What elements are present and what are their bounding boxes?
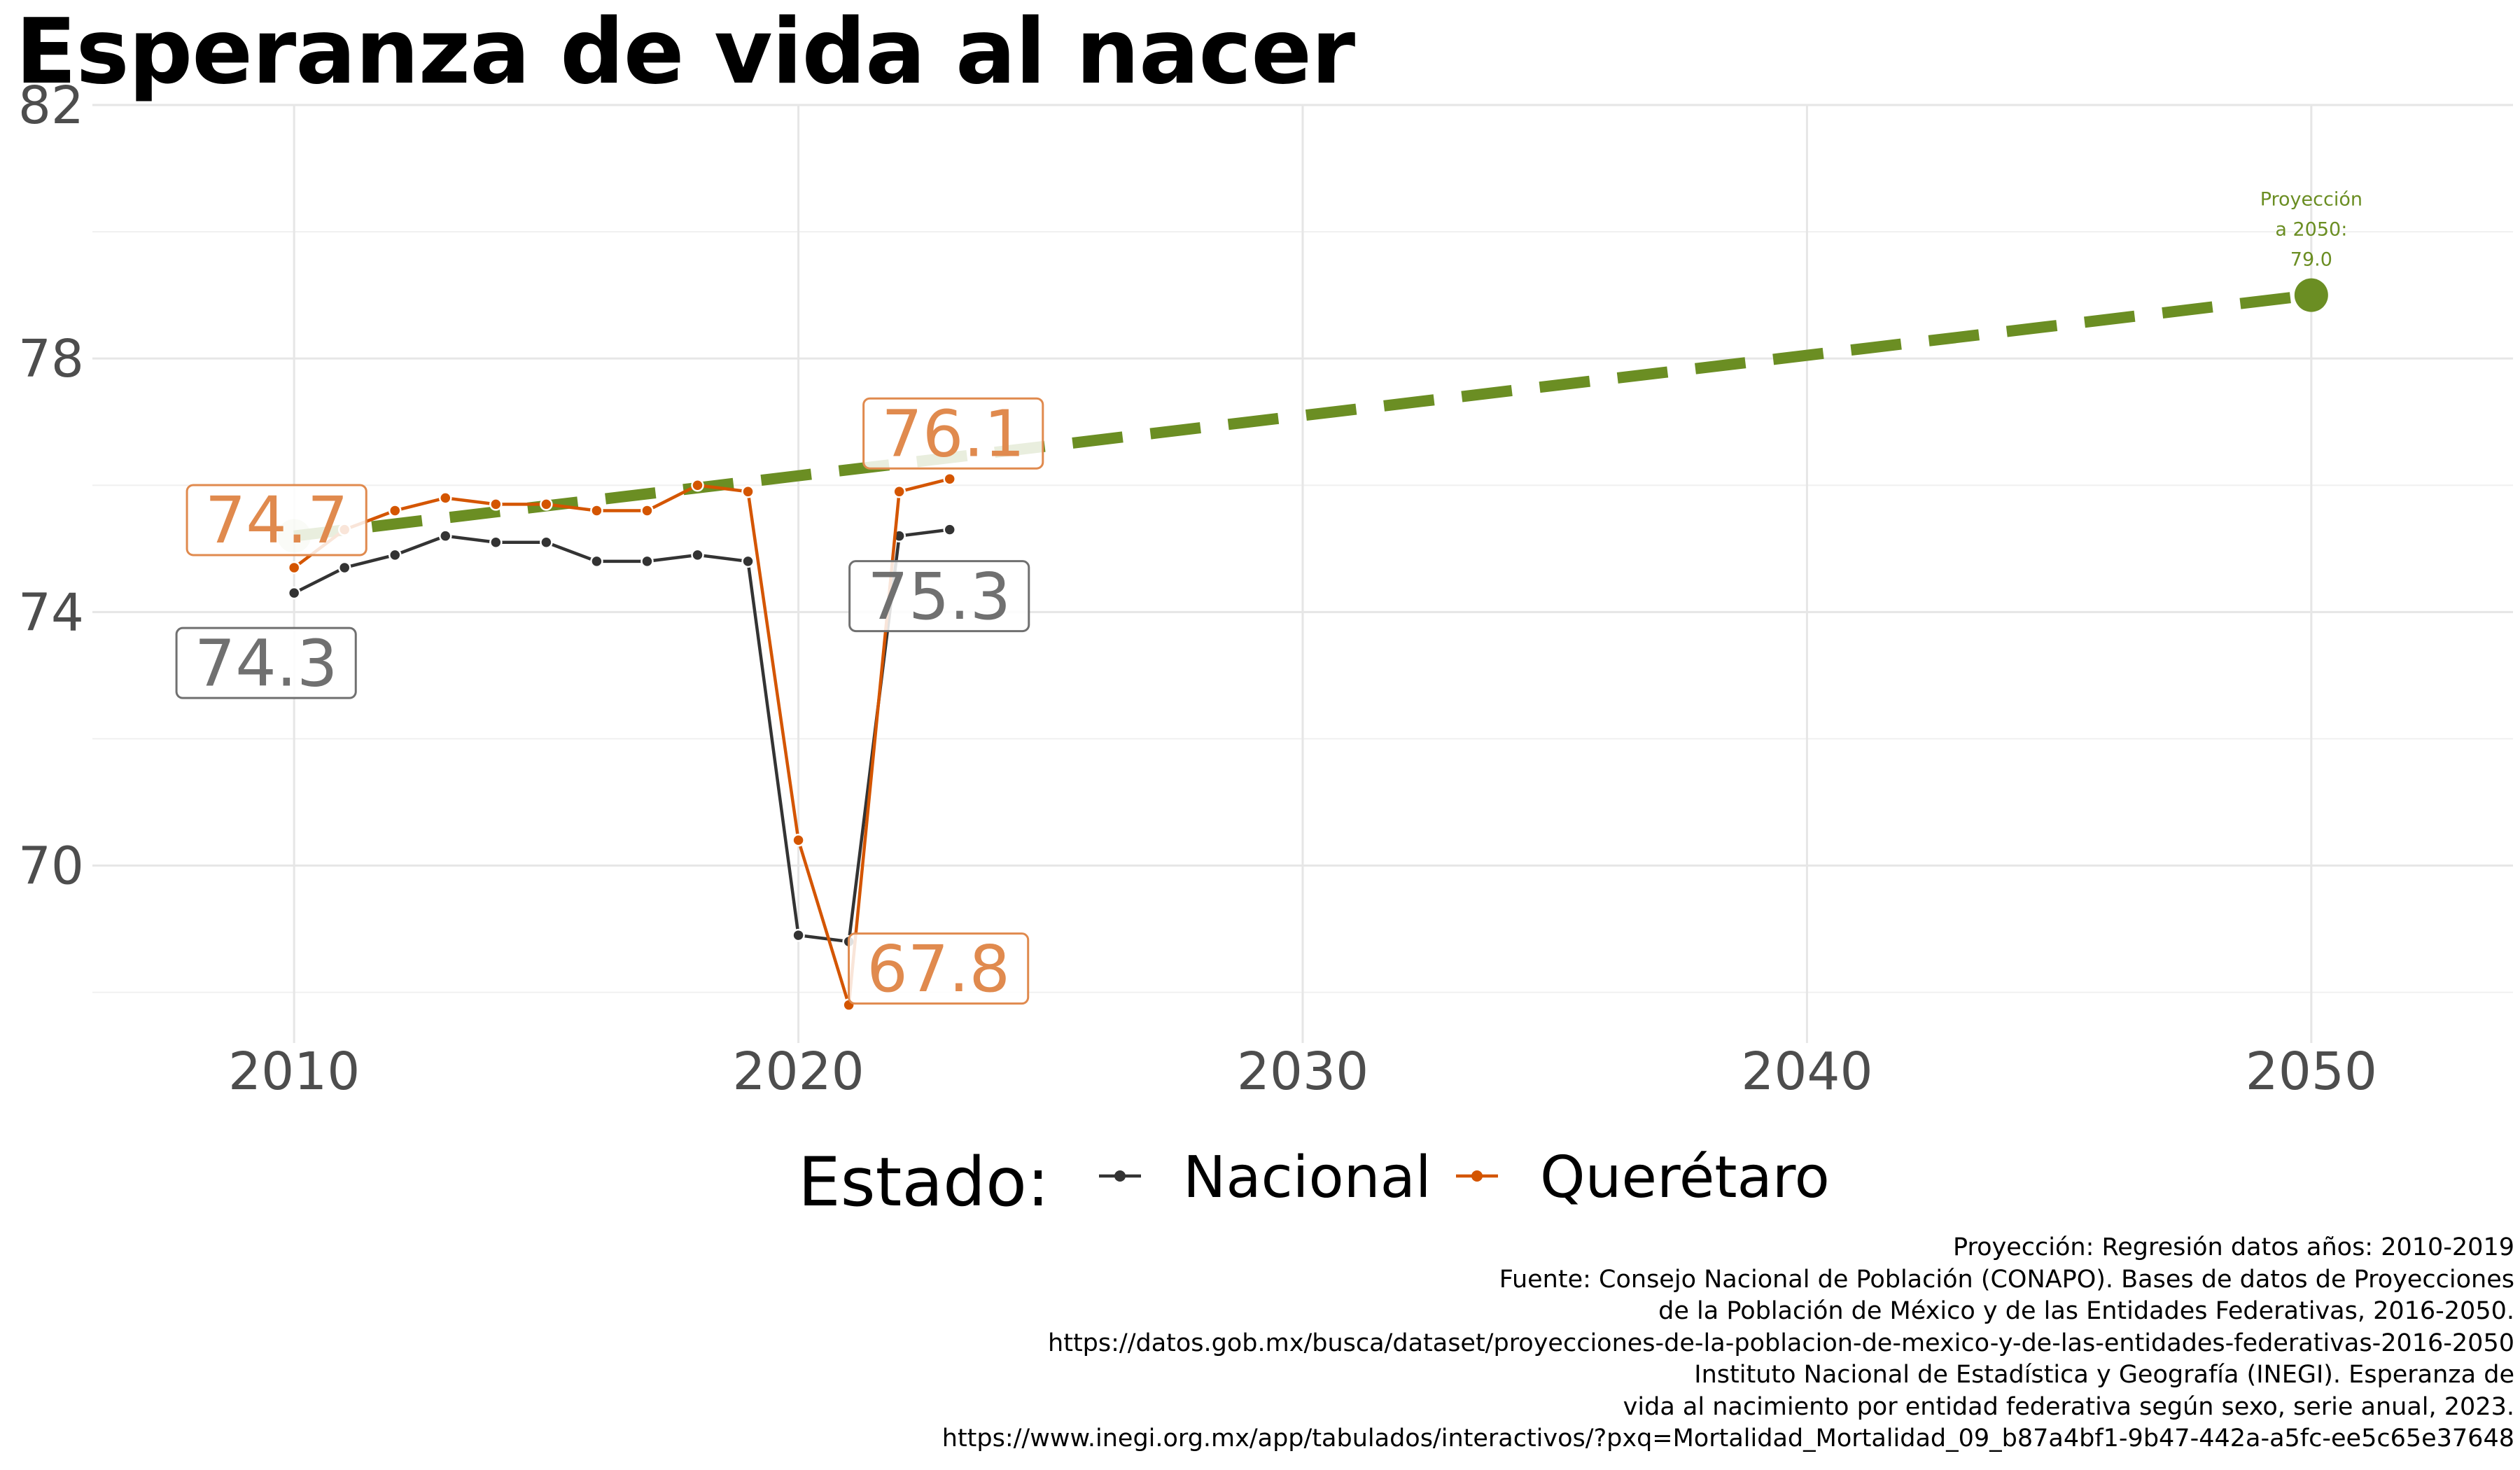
legend-title: Estado: [798, 1143, 1049, 1222]
data-point [792, 834, 805, 847]
data-labels: 74.3 75.3 74.7 67.8 76.1 [175, 396, 1044, 1007]
legend-entry: Nacional [1183, 1144, 1432, 1211]
chart-title: Esperanza de vida al nacer [15, 0, 1355, 104]
legend-entry: Querétaro [1540, 1144, 1830, 1211]
axis-tick-labels: 2010 2020 2030 2040 2050 70 74 78 82 [18, 76, 2377, 1102]
data-point [640, 554, 654, 568]
series-lines [287, 472, 956, 1011]
projection-line-group: Proyección a 2050: 79.0 [277, 189, 2362, 553]
caption-line: Instituto Nacional de Estadística y Geog… [1694, 1361, 2514, 1389]
data-point [439, 491, 452, 505]
data-point [590, 504, 603, 517]
data-point [691, 548, 704, 562]
value-label: 74.3 [195, 626, 338, 701]
data-point [287, 586, 301, 600]
data-point [489, 498, 503, 511]
x-tick-label: 2020 [732, 1042, 864, 1102]
value-label-box [186, 484, 368, 556]
data-point [540, 498, 553, 511]
x-tick-label: 2010 [228, 1042, 360, 1102]
data-point [489, 536, 503, 549]
legend: Estado: Nacional Querétaro [798, 1143, 1830, 1222]
value-label-box [175, 626, 357, 699]
data-point [439, 529, 452, 542]
series-line [293, 477, 951, 1006]
caption: Proyección: Regresión datos años: 2010-2… [942, 1232, 2514, 1455]
caption-line: vida al nacimiento por entidad federativ… [1623, 1392, 2514, 1421]
data-point [741, 485, 755, 498]
data-point [943, 472, 956, 486]
data-point [943, 523, 956, 536]
y-tick-label: 82 [18, 76, 84, 136]
data-point [691, 478, 704, 492]
value-label-box [862, 397, 1044, 470]
value-label: 74.7 [205, 483, 349, 558]
data-point [741, 554, 755, 568]
x-tick-label: 2030 [1237, 1042, 1368, 1102]
value-label-box [848, 560, 1030, 633]
data-point [590, 554, 603, 568]
caption-line: https://datos.gob.mx/busca/dataset/proye… [1048, 1329, 2514, 1357]
projection-annotation: Proyección [2260, 189, 2362, 211]
projection-end-marker [2294, 278, 2328, 312]
caption-line: de la Población de México y de las Entid… [1658, 1297, 2514, 1325]
value-label: 75.3 [867, 559, 1011, 634]
caption-line: Fuente: Consejo Nacional de Población (C… [1499, 1265, 2514, 1294]
value-label: 76.1 [881, 396, 1025, 471]
projection-annotation: a 2050: [2275, 219, 2347, 241]
caption-line: https://www.inegi.org.mx/app/tabulados/i… [941, 1424, 2514, 1452]
projection-annotation: 79.0 [2290, 249, 2332, 271]
legend-key-point [1471, 1170, 1483, 1182]
x-tick-label: 2050 [2246, 1042, 2377, 1102]
value-label-box [848, 932, 1030, 1005]
projection-line [293, 289, 2312, 542]
legend-key-point [1114, 1170, 1126, 1182]
data-point [792, 928, 805, 942]
x-tick-label: 2040 [1741, 1042, 1872, 1102]
data-point [540, 536, 553, 549]
y-tick-label: 74 [18, 582, 84, 643]
value-label: 67.8 [867, 932, 1010, 1007]
grid-lines [92, 104, 2513, 1043]
data-point [640, 504, 654, 517]
caption-line: Proyección: Regresión datos años: 2010-2… [1953, 1233, 2514, 1261]
data-point [892, 485, 906, 498]
y-tick-label: 78 [18, 329, 84, 389]
data-point [287, 561, 301, 575]
data-point [388, 548, 402, 562]
data-point [337, 561, 351, 575]
data-point [388, 504, 402, 517]
series-line [293, 528, 950, 944]
y-tick-label: 70 [18, 836, 84, 896]
